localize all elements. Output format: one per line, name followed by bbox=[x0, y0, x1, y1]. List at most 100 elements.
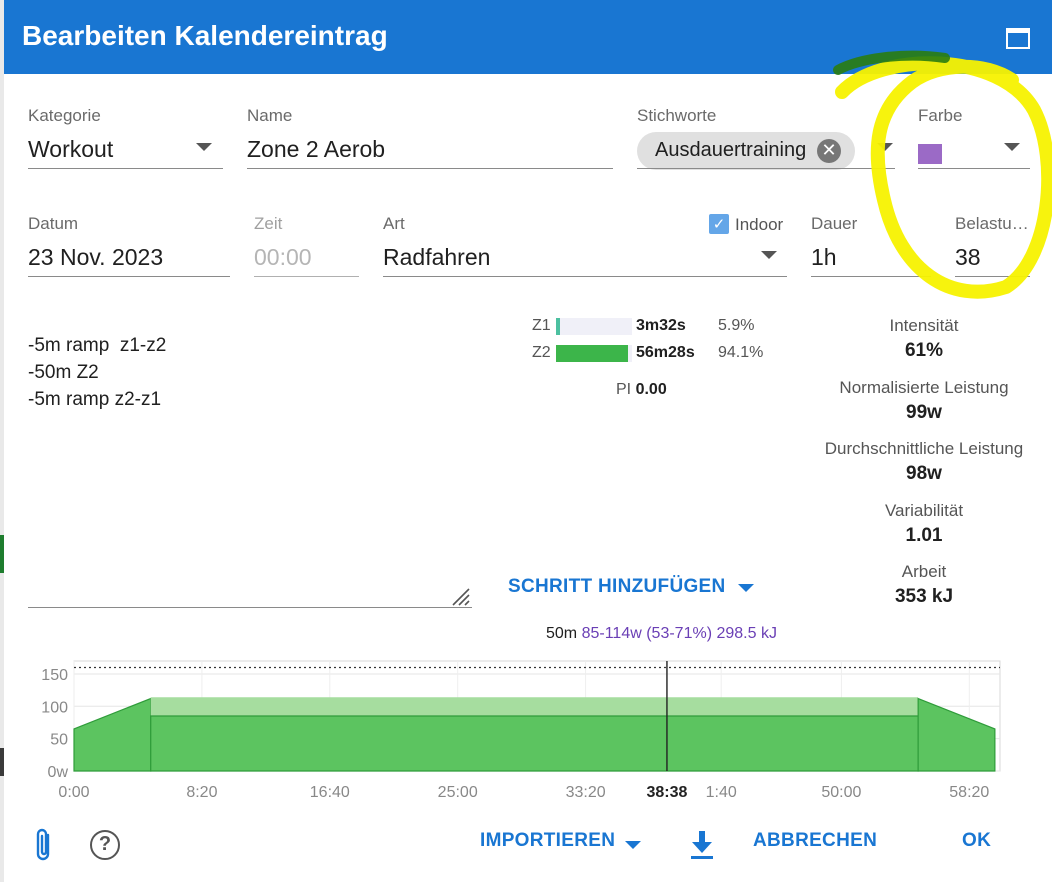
zone-bar bbox=[556, 318, 560, 335]
x-tick-label: 58:20 bbox=[949, 784, 989, 801]
x-tick-label: 25:00 bbox=[438, 784, 478, 801]
zone-row: Z2 56m28s 94.1% bbox=[532, 343, 772, 365]
activity-type-select[interactable]: Art Radfahren bbox=[383, 214, 787, 280]
field-underline bbox=[28, 168, 223, 169]
name-value: Zone 2 Aerob bbox=[247, 136, 386, 162]
zone-distribution: Z1 3m32s 5.9% Z2 56m28s 94.1% bbox=[532, 316, 772, 376]
dialog-title: Bearbeiten Kalendereintrag bbox=[22, 20, 388, 51]
activity-type-value: Radfahren bbox=[383, 244, 491, 270]
chevron-down-icon[interactable] bbox=[738, 584, 754, 592]
stat-value: 61% bbox=[904, 340, 944, 361]
date-field[interactable]: Datum 23 Nov. 2023 bbox=[28, 214, 230, 280]
maximize-icon[interactable] bbox=[1006, 28, 1030, 49]
duration-value: 1h bbox=[811, 244, 837, 270]
time-label: Zeit bbox=[254, 214, 283, 233]
x-tick-label: 0:00 bbox=[58, 784, 89, 801]
field-underline bbox=[383, 276, 787, 277]
zone-bar bbox=[556, 345, 628, 362]
category-select[interactable]: Kategorie Workout bbox=[28, 106, 223, 172]
field-underline bbox=[247, 168, 613, 169]
import-button[interactable]: IMPORTIEREN bbox=[480, 830, 616, 851]
zone-row: Z1 3m32s 5.9% bbox=[532, 316, 772, 338]
indoor-label: Indoor bbox=[735, 215, 784, 234]
y-tick-label: 50 bbox=[50, 732, 68, 749]
field-underline bbox=[254, 276, 359, 277]
zone-percent: 5.9% bbox=[718, 317, 755, 334]
stat-label: Arbeit bbox=[901, 562, 947, 581]
tag-chip[interactable]: Ausdauertraining ✕ bbox=[637, 132, 855, 170]
chevron-down-icon bbox=[877, 143, 893, 151]
help-icon[interactable]: ? bbox=[90, 830, 120, 860]
time-field[interactable]: Zeit 00:00 bbox=[254, 214, 359, 280]
description-line: -50m Z2 bbox=[28, 362, 99, 383]
resize-handle-icon[interactable] bbox=[450, 586, 470, 606]
dialog-titlebar: Bearbeiten Kalendereintrag bbox=[4, 0, 1052, 74]
pi-readout: PI 0.00 bbox=[616, 381, 667, 399]
stat-label: Durchschnittliche Leistung bbox=[824, 439, 1024, 458]
color-label: Farbe bbox=[918, 106, 963, 125]
load-value: 38 bbox=[955, 244, 981, 270]
zone-bar-track bbox=[556, 318, 632, 335]
cursor-time-label: 38:38 bbox=[646, 784, 687, 801]
stat-normalized-power: Normalisierte Leistung 99w bbox=[804, 378, 1044, 424]
step-detail: 85-114w (53-71%) 298.5 kJ bbox=[581, 625, 777, 642]
load-label: Belastu… bbox=[955, 214, 1029, 233]
workout-power-chart[interactable]: 150 100 50 0w 0:00 8:20 16:40 25:00 33:20 1:40 50:… bbox=[4, 650, 1052, 810]
tags-select[interactable]: Stichworte Ausdauertraining ✕ bbox=[637, 106, 895, 172]
color-select[interactable]: Farbe bbox=[918, 106, 1030, 172]
pi-label: PI bbox=[616, 381, 632, 398]
step-duration: 50m bbox=[546, 625, 578, 642]
tag-chip-label: Ausdauertraining bbox=[655, 139, 807, 161]
zone-name: Z1 bbox=[532, 317, 551, 334]
pi-value: 0.00 bbox=[635, 381, 667, 398]
name-label: Name bbox=[247, 106, 293, 125]
time-placeholder: 00:00 bbox=[254, 244, 312, 270]
background-strip bbox=[0, 535, 6, 573]
zone-bar-track bbox=[556, 345, 632, 362]
description-textarea[interactable]: -5m ramp z1-z2 -50m Z2 -5m ramp z2-z1 bbox=[28, 332, 166, 413]
duration-field[interactable]: Dauer 1h bbox=[811, 214, 931, 280]
stat-work: Arbeit 353 kJ bbox=[804, 562, 1044, 608]
zone-percent: 94.1% bbox=[718, 344, 764, 361]
y-tick-label: 0w bbox=[48, 764, 69, 781]
description-underline bbox=[28, 607, 472, 608]
stat-intensity: Intensität 61% bbox=[804, 316, 1044, 362]
download-icon[interactable] bbox=[690, 830, 714, 860]
x-tick-label: 50:00 bbox=[821, 784, 861, 801]
x-tick-label: 1:40 bbox=[706, 784, 737, 801]
stat-value: 353 kJ bbox=[894, 586, 954, 607]
stat-label: Normalisierte Leistung bbox=[839, 378, 1009, 397]
cancel-button[interactable]: ABBRECHEN bbox=[753, 830, 878, 851]
zone-name: Z2 bbox=[532, 344, 551, 361]
add-step-button[interactable]: SCHRITT HINZUFÜGEN bbox=[508, 576, 726, 597]
step-info: 50m 85-114w (53-71%) 298.5 kJ bbox=[546, 625, 777, 643]
stat-value: 1.01 bbox=[905, 525, 943, 546]
workout-step-bar bbox=[150, 715, 919, 772]
field-underline bbox=[955, 276, 1030, 277]
stat-label: Intensität bbox=[889, 316, 959, 335]
chevron-down-icon bbox=[1004, 143, 1020, 151]
indoor-checkbox[interactable]: ✓ bbox=[709, 214, 729, 234]
chip-remove-icon[interactable]: ✕ bbox=[817, 139, 841, 163]
stat-variability: Variabilität 1.01 bbox=[804, 501, 1044, 547]
field-underline bbox=[637, 168, 895, 169]
stat-value: 99w bbox=[906, 402, 942, 423]
edit-calendar-entry-dialog: Bearbeiten Kalendereintrag Kategorie Wor… bbox=[4, 0, 1052, 882]
field-underline bbox=[28, 276, 230, 277]
background-window bbox=[0, 0, 6, 882]
ok-button[interactable]: OK bbox=[962, 830, 992, 851]
category-label: Kategorie bbox=[28, 106, 101, 125]
date-label: Datum bbox=[28, 214, 79, 233]
description-line: -5m ramp z2-z1 bbox=[28, 389, 162, 410]
color-swatch bbox=[918, 144, 942, 164]
load-field[interactable]: Belastu… 38 bbox=[955, 214, 1030, 280]
zone-time: 3m32s bbox=[636, 317, 686, 334]
y-tick-label: 150 bbox=[41, 667, 68, 684]
paperclip-icon[interactable] bbox=[32, 826, 56, 864]
chevron-down-icon bbox=[196, 143, 212, 151]
name-field[interactable]: Name Zone 2 Aerob bbox=[247, 106, 613, 172]
x-tick-label: 16:40 bbox=[310, 784, 350, 801]
tags-label: Stichworte bbox=[637, 106, 717, 125]
chevron-down-icon[interactable] bbox=[625, 841, 641, 849]
chevron-down-icon bbox=[761, 251, 777, 259]
